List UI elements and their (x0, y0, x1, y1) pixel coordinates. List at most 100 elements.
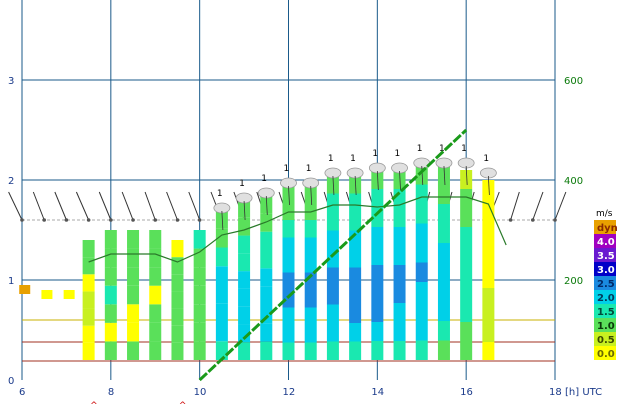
wind-speed-cell (149, 230, 162, 249)
wind-speed-cell (482, 270, 495, 288)
wind-speed-cell (282, 307, 295, 325)
wind-speed-cell (460, 170, 473, 189)
wind-speed-cell (104, 267, 117, 286)
legend-swatch (594, 304, 616, 318)
wind-speed-cell (460, 303, 473, 322)
wind-barb-dot (153, 218, 158, 222)
legend-swatch (594, 290, 616, 304)
wind-speed-cell (460, 208, 473, 227)
wind-barb-dot (109, 218, 113, 222)
small-square (63, 290, 75, 299)
wind-barb (188, 191, 201, 221)
wind-speed-cell (238, 217, 251, 236)
wind-speed-cell (393, 341, 406, 360)
cloud-label: 1 (239, 179, 245, 189)
wind-speed-cell (460, 265, 473, 284)
wind-speed-cell (393, 322, 406, 341)
wind-speed-cell (82, 308, 95, 326)
cloud-label: 1 (261, 174, 267, 184)
wind-speed-cell (393, 303, 406, 322)
wind-speed-cell (260, 195, 273, 214)
cloud-stem (243, 200, 246, 221)
wind-barb (54, 191, 67, 221)
wind-speed-cell (238, 288, 251, 307)
wind-speed-cell (149, 267, 162, 286)
cloud-stem (399, 170, 401, 191)
wind-speed-cell (326, 267, 339, 286)
wind-speed-cell (371, 208, 384, 227)
cloud-stem (487, 175, 490, 196)
wind-speed-cell (215, 303, 228, 323)
wind-speed-cell (393, 265, 406, 284)
wind-speed-cell (149, 341, 162, 360)
legend-swatch (594, 332, 616, 346)
wind-speed-cell (238, 200, 251, 218)
wind-speed-cell (171, 308, 184, 326)
legend-label: 3.5 (597, 251, 615, 262)
wind-speed-cell (326, 212, 339, 231)
wind-speed-cell (326, 193, 339, 212)
wind-speed-cell (260, 286, 273, 305)
wind-speed-cell (304, 307, 317, 325)
wind-speed-cell (82, 240, 95, 258)
wind-speed-cell (371, 322, 384, 341)
wind-speed-cell (460, 227, 473, 246)
wind-speed-cell (171, 240, 184, 258)
wind-speed-cell (193, 304, 206, 323)
small-square (19, 285, 31, 294)
cloud-label: 1 (461, 144, 467, 154)
cloud-label: 1 (395, 149, 401, 159)
cloud-label: 1 (483, 154, 489, 164)
wind-speed-cell (149, 248, 162, 268)
wind-speed-cell (349, 323, 362, 342)
wind-speed-cell (415, 184, 428, 204)
wind-speed-cell (215, 247, 228, 267)
cloud-stem (443, 165, 446, 186)
legend-swatch (594, 220, 616, 234)
small-square (41, 290, 53, 299)
wind-speed-cell (460, 284, 473, 303)
wind-speed-cell (215, 228, 228, 248)
wind-barb-dot (175, 218, 180, 222)
legend-label: 1.5 (597, 307, 615, 318)
cloud-stem (265, 195, 268, 216)
wind-speed-cell (371, 303, 384, 322)
wind-barb (98, 191, 112, 221)
cloud-stem (332, 175, 335, 196)
wind-barb-dot (508, 218, 513, 222)
wind-speed-cell (238, 342, 251, 360)
cloud-stem (376, 170, 379, 191)
legend: m/s dyn 4.0 3.5 3.0 2.5 2.0 1.5 1.0 0.5 0.0 (594, 209, 618, 360)
wind-speed-cell (349, 249, 362, 268)
legend-label: dyn (597, 223, 618, 234)
cloud-stem (310, 185, 313, 206)
wind-speed-cell (171, 342, 184, 360)
wind-speed-cell (238, 271, 251, 289)
legend-label: 1.0 (597, 321, 615, 332)
wind-speed-cell (193, 341, 206, 360)
wind-speed-cell (193, 322, 206, 342)
wind-speed-cell (82, 325, 95, 343)
cloud-label: 1 (372, 149, 378, 159)
wind-speed-cell (460, 341, 473, 360)
legend-label: 0.0 (597, 349, 615, 360)
wind-speed-cell (437, 204, 450, 224)
wind-speed-cell (82, 257, 95, 275)
legend-swatch (594, 262, 616, 276)
wind-speed-cell (349, 267, 362, 286)
wind-speed-cell (460, 322, 473, 341)
x-tick-label: 8 (108, 387, 114, 398)
wind-speed-cell (104, 341, 117, 360)
wind-speed-cell (437, 282, 450, 302)
wind-barb-dot (197, 218, 202, 222)
wind-speed-cell (304, 237, 317, 255)
y-tick-label: 3 (8, 76, 14, 87)
x-tick-label: 10 (194, 387, 207, 398)
legend-label: 0.5 (597, 335, 615, 346)
wind-speed-cell (238, 235, 251, 254)
cloud-label: 1 (350, 154, 356, 164)
wind-speed-cell (282, 237, 295, 255)
caret-mark: ^ (179, 401, 187, 408)
wind-barb-dot (131, 218, 135, 222)
